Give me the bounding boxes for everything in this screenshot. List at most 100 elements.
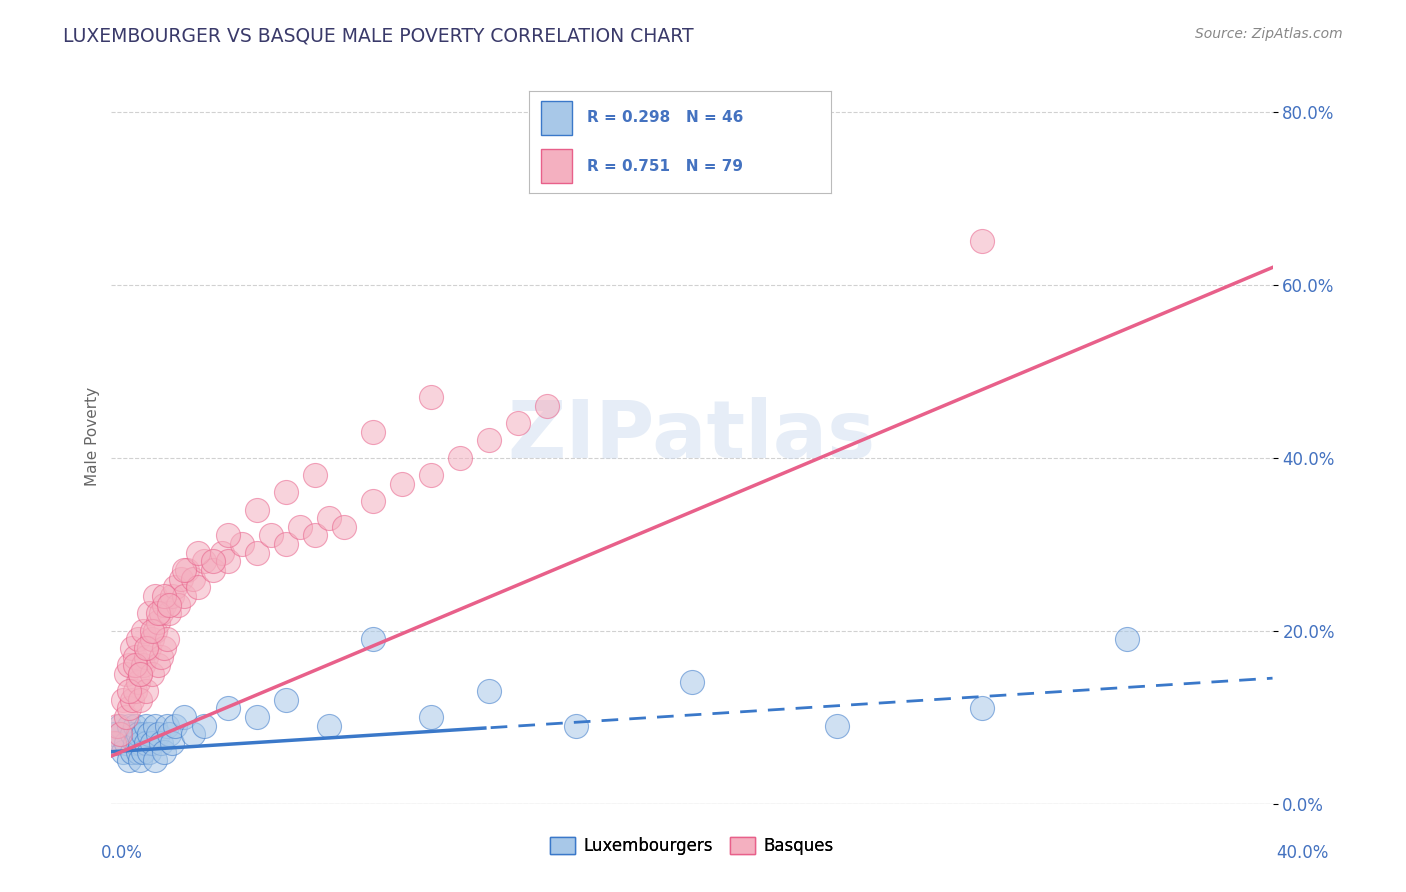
Point: [149, 607, 172, 621]
Point: [138, 607, 160, 621]
Point: [149, 649, 172, 664]
Point: [127, 727, 149, 741]
Point: [143, 753, 166, 767]
Point: [138, 727, 160, 741]
Point: [118, 658, 141, 673]
Point: [124, 684, 146, 698]
Point: [825, 719, 848, 733]
Point: [129, 753, 152, 767]
Point: [170, 572, 193, 586]
Text: LUXEMBOURGER VS BASQUE MALE POVERTY CORRELATION CHART: LUXEMBOURGER VS BASQUE MALE POVERTY CORR…: [63, 27, 695, 45]
Point: [318, 719, 340, 733]
Point: [288, 520, 311, 534]
Point: [152, 589, 174, 603]
Point: [217, 528, 239, 542]
Point: [118, 684, 141, 698]
Point: [121, 727, 143, 741]
Point: [231, 537, 253, 551]
Point: [159, 607, 181, 621]
Point: [129, 666, 152, 681]
Point: [217, 701, 239, 715]
Point: [103, 736, 125, 750]
Point: [391, 476, 413, 491]
Point: [105, 736, 128, 750]
Point: [141, 736, 163, 750]
Text: 40.0%: 40.0%: [1277, 844, 1329, 862]
Point: [245, 710, 267, 724]
Point: [132, 727, 155, 741]
Point: [274, 537, 297, 551]
Point: [132, 658, 155, 673]
Point: [121, 745, 143, 759]
Text: ZIPatlas: ZIPatlas: [508, 397, 876, 475]
Point: [202, 563, 225, 577]
Point: [274, 693, 297, 707]
Y-axis label: Male Poverty: Male Poverty: [86, 386, 100, 485]
Point: [1116, 632, 1139, 647]
Point: [165, 719, 187, 733]
Point: [217, 554, 239, 568]
Point: [143, 589, 166, 603]
Point: [361, 425, 384, 439]
Point: [155, 719, 177, 733]
Point: [173, 710, 195, 724]
Point: [152, 640, 174, 655]
Point: [129, 736, 152, 750]
Point: [187, 580, 209, 594]
Point: [361, 494, 384, 508]
Point: [118, 719, 141, 733]
Point: [304, 467, 326, 482]
Point: [124, 736, 146, 750]
Point: [135, 640, 157, 655]
Point: [165, 580, 187, 594]
Legend: Luxembourgers, Basques: Luxembourgers, Basques: [544, 830, 841, 862]
Text: Source: ZipAtlas.com: Source: ZipAtlas.com: [1195, 27, 1343, 41]
Point: [419, 710, 441, 724]
Point: [115, 666, 138, 681]
Point: [332, 520, 354, 534]
Point: [304, 528, 326, 542]
Point: [681, 675, 703, 690]
Point: [149, 736, 172, 750]
Point: [419, 467, 441, 482]
Point: [118, 753, 141, 767]
Point: [146, 727, 169, 741]
Point: [115, 736, 138, 750]
Point: [115, 710, 138, 724]
Point: [108, 727, 131, 741]
Point: [274, 485, 297, 500]
Point: [162, 589, 184, 603]
Point: [141, 624, 163, 638]
Point: [167, 598, 190, 612]
Point: [159, 598, 181, 612]
Point: [127, 675, 149, 690]
Text: 0.0%: 0.0%: [101, 844, 143, 862]
Point: [146, 607, 169, 621]
Point: [565, 719, 588, 733]
Point: [138, 640, 160, 655]
Point: [181, 572, 204, 586]
Point: [121, 693, 143, 707]
Point: [111, 745, 134, 759]
Point: [361, 632, 384, 647]
Point: [141, 632, 163, 647]
Point: [135, 736, 157, 750]
Point: [135, 719, 157, 733]
Point: [121, 640, 143, 655]
Point: [181, 727, 204, 741]
Point: [127, 745, 149, 759]
Point: [155, 632, 177, 647]
Point: [211, 546, 233, 560]
Point: [419, 390, 441, 404]
Point: [202, 554, 225, 568]
Point: [124, 649, 146, 664]
Point: [111, 693, 134, 707]
Point: [129, 666, 152, 681]
Point: [449, 450, 471, 465]
Point: [972, 235, 994, 249]
Point: [506, 416, 529, 430]
Point: [138, 745, 160, 759]
Point: [260, 528, 283, 542]
Point: [159, 727, 181, 741]
Point: [143, 719, 166, 733]
